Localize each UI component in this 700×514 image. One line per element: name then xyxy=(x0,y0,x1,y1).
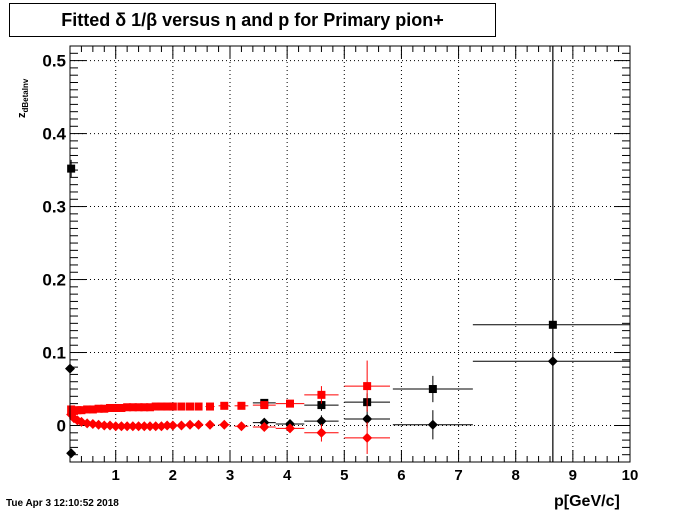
data-point-diamond xyxy=(219,419,230,430)
data-point-square xyxy=(117,403,126,412)
x-tick-label: 7 xyxy=(454,467,462,484)
data-point-square xyxy=(151,402,160,411)
y-axis-label: zdBetaInv xyxy=(16,79,30,118)
y-tick-label: 0 xyxy=(57,417,66,436)
data-point-diamond xyxy=(99,420,110,431)
data-point-diamond xyxy=(185,419,195,430)
data-point-diamond xyxy=(122,421,133,432)
grid-lines xyxy=(70,46,630,462)
data-point-diamond xyxy=(176,420,187,431)
data-point-diamond xyxy=(66,448,77,459)
data-point-diamond xyxy=(547,356,558,367)
data-point-square xyxy=(317,401,326,410)
data-series-1 xyxy=(67,46,630,462)
data-point-square xyxy=(67,164,76,173)
data-point-diamond xyxy=(193,419,204,430)
x-tick-label: 9 xyxy=(569,467,577,484)
data-point-diamond xyxy=(145,421,155,432)
data-point-square xyxy=(260,401,269,410)
y-tick-label: 0.4 xyxy=(42,125,66,144)
y-axis-label-sub: dBetaInv xyxy=(21,78,31,113)
data-point-square xyxy=(237,401,246,410)
data-point-square xyxy=(146,403,154,412)
axes: 1 2 3 4 5 6 7 8 9 10 0 0.1 0.2 0.3 0.4 0.5 xyxy=(42,45,639,484)
y-tick-label: 0.2 xyxy=(42,271,66,290)
data-point-square xyxy=(157,402,166,411)
data-point-diamond xyxy=(150,421,161,432)
data-point-diamond xyxy=(236,421,247,432)
data-point-diamond xyxy=(167,420,178,431)
timestamp: Tue Apr 3 12:10:52 2018 xyxy=(6,498,119,509)
data-point-square xyxy=(140,403,149,412)
data-series-3 xyxy=(67,360,390,415)
data-series xyxy=(65,46,630,462)
x-tick-label: 2 xyxy=(169,467,177,484)
data-point-square xyxy=(123,403,132,412)
data-point-square xyxy=(317,390,326,399)
x-tick-label: 3 xyxy=(226,467,234,484)
data-point-square xyxy=(163,402,172,411)
x-tick-label: 10 xyxy=(622,467,639,484)
x-tick-label: 8 xyxy=(512,467,520,484)
data-series-2 xyxy=(65,46,630,462)
chart-title: Fitted δ 1/β versus η and p for Primary … xyxy=(61,10,444,30)
y-axis-label-main: z xyxy=(16,112,28,119)
data-point-diamond xyxy=(316,427,327,438)
data-point-diamond xyxy=(162,420,173,431)
x-tick-label: 1 xyxy=(112,467,120,484)
x-axis-label: p[GeV/c] xyxy=(554,493,620,510)
data-point-diamond xyxy=(139,421,150,432)
plot-frame xyxy=(69,45,631,463)
x-tick-label: 4 xyxy=(283,467,292,484)
data-point-square xyxy=(134,403,143,412)
y-tick-label: 0.1 xyxy=(42,344,66,363)
data-point-square xyxy=(206,402,214,411)
y-tick-label: 0.3 xyxy=(42,198,66,217)
x-tick-label: 6 xyxy=(397,467,405,484)
data-point-square xyxy=(94,404,103,413)
chart-title-box: Fitted δ 1/β versus η and p for Primary … xyxy=(9,3,496,37)
data-point-square xyxy=(88,405,97,414)
data-point-diamond xyxy=(116,421,127,432)
data-point-square xyxy=(286,399,294,408)
y-tick-label: 0.5 xyxy=(42,52,66,71)
data-point-diamond xyxy=(127,421,138,432)
data-point-diamond xyxy=(285,423,295,434)
data-point-square xyxy=(128,403,137,412)
data-point-diamond xyxy=(259,421,270,432)
data-point-diamond xyxy=(110,421,121,432)
data-point-square xyxy=(186,402,194,411)
data-point-square xyxy=(220,401,229,410)
x-tick-label: 5 xyxy=(340,467,348,484)
data-series-4 xyxy=(66,409,390,454)
data-point-square xyxy=(83,405,92,414)
data-point-diamond xyxy=(362,413,373,424)
data-point-diamond xyxy=(316,416,327,427)
data-point-square xyxy=(363,382,372,391)
data-point-square xyxy=(428,385,437,394)
data-point-square xyxy=(77,406,86,415)
data-point-square xyxy=(106,403,114,412)
data-point-diamond xyxy=(427,419,438,430)
data-point-square xyxy=(194,402,203,411)
data-point-square xyxy=(168,402,177,411)
data-point-diamond xyxy=(133,421,144,432)
data-point-square xyxy=(100,404,109,413)
data-point-square xyxy=(111,403,120,412)
data-point-diamond xyxy=(205,419,215,430)
data-point-diamond xyxy=(362,432,373,443)
data-point-square xyxy=(177,402,186,411)
